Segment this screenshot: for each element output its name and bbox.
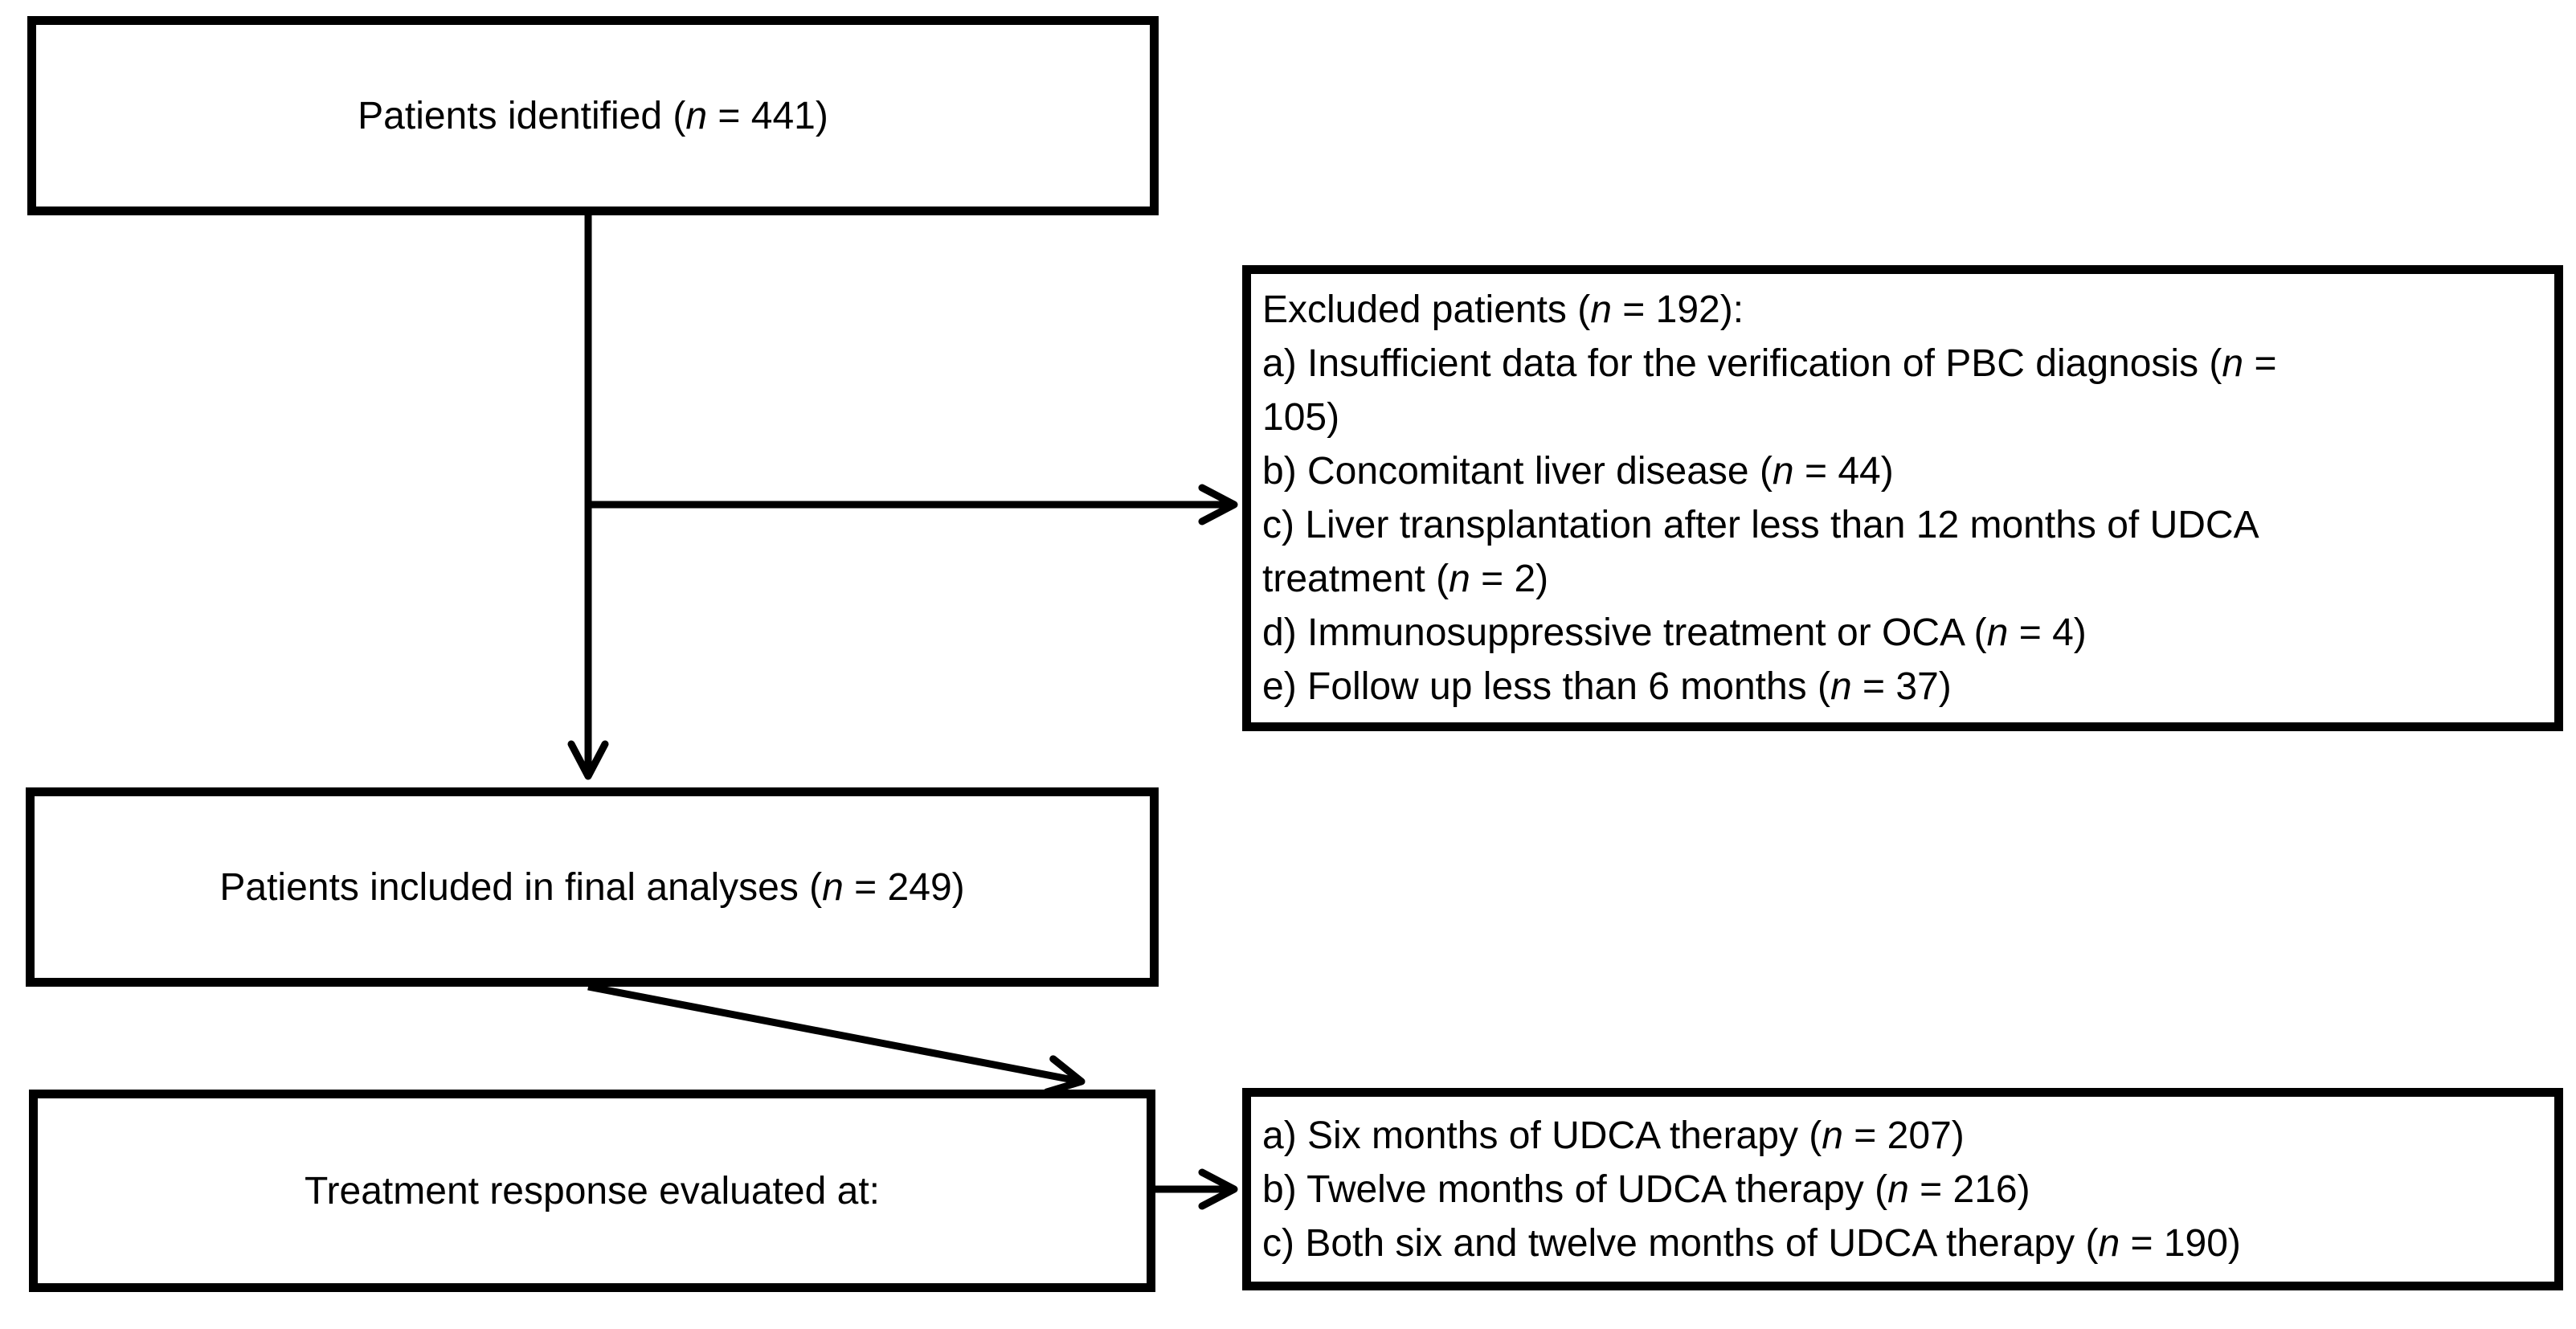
excluded-item-a: a) Insufficient data for the verificatio… [1262,342,2277,385]
excluded-item-a-continued: 105) [1262,396,1340,439]
box-patients-identified: Patients identified (n = 441) [27,16,1159,215]
box-excluded-patients: Excluded patients (n = 192): a) Insuffic… [1242,265,2563,731]
box-treatment-response: Treatment response evaluated at: [29,1090,1155,1292]
patients-identified-label: Patients identified (n = 441) [358,94,828,137]
timepoint-item-b: b) Twelve months of UDCA therapy (n = 21… [1262,1167,2030,1211]
box-evaluation-timepoints: a) Six months of UDCA therapy (n = 207) … [1242,1088,2563,1290]
timepoint-item-a: a) Six months of UDCA therapy (n = 207) [1262,1114,1965,1157]
excluded-title: Excluded patients (n = 192): [1262,288,1744,331]
excluded-item-d: d) Immunosuppressive treatment or OCA (n… [1262,611,2087,654]
excluded-item-b: b) Concomitant liver disease (n = 44) [1262,450,1894,493]
excluded-item-c-continued: treatment (n = 2) [1262,558,1549,600]
excluded-item-e: e) Follow up less than 6 months (n = 37) [1262,665,1952,708]
patients-included-label: Patients included in final analyses (n =… [219,865,965,909]
box-patients-included: Patients included in final analyses (n =… [26,787,1159,987]
timepoint-item-c: c) Both six and twelve months of UDCA th… [1262,1221,2241,1265]
treatment-response-label: Treatment response evaluated at: [305,1169,880,1212]
excluded-item-c: c) Liver transplantation after less than… [1262,504,2259,546]
arrow-included-to-evaluated [587,983,1086,1096]
